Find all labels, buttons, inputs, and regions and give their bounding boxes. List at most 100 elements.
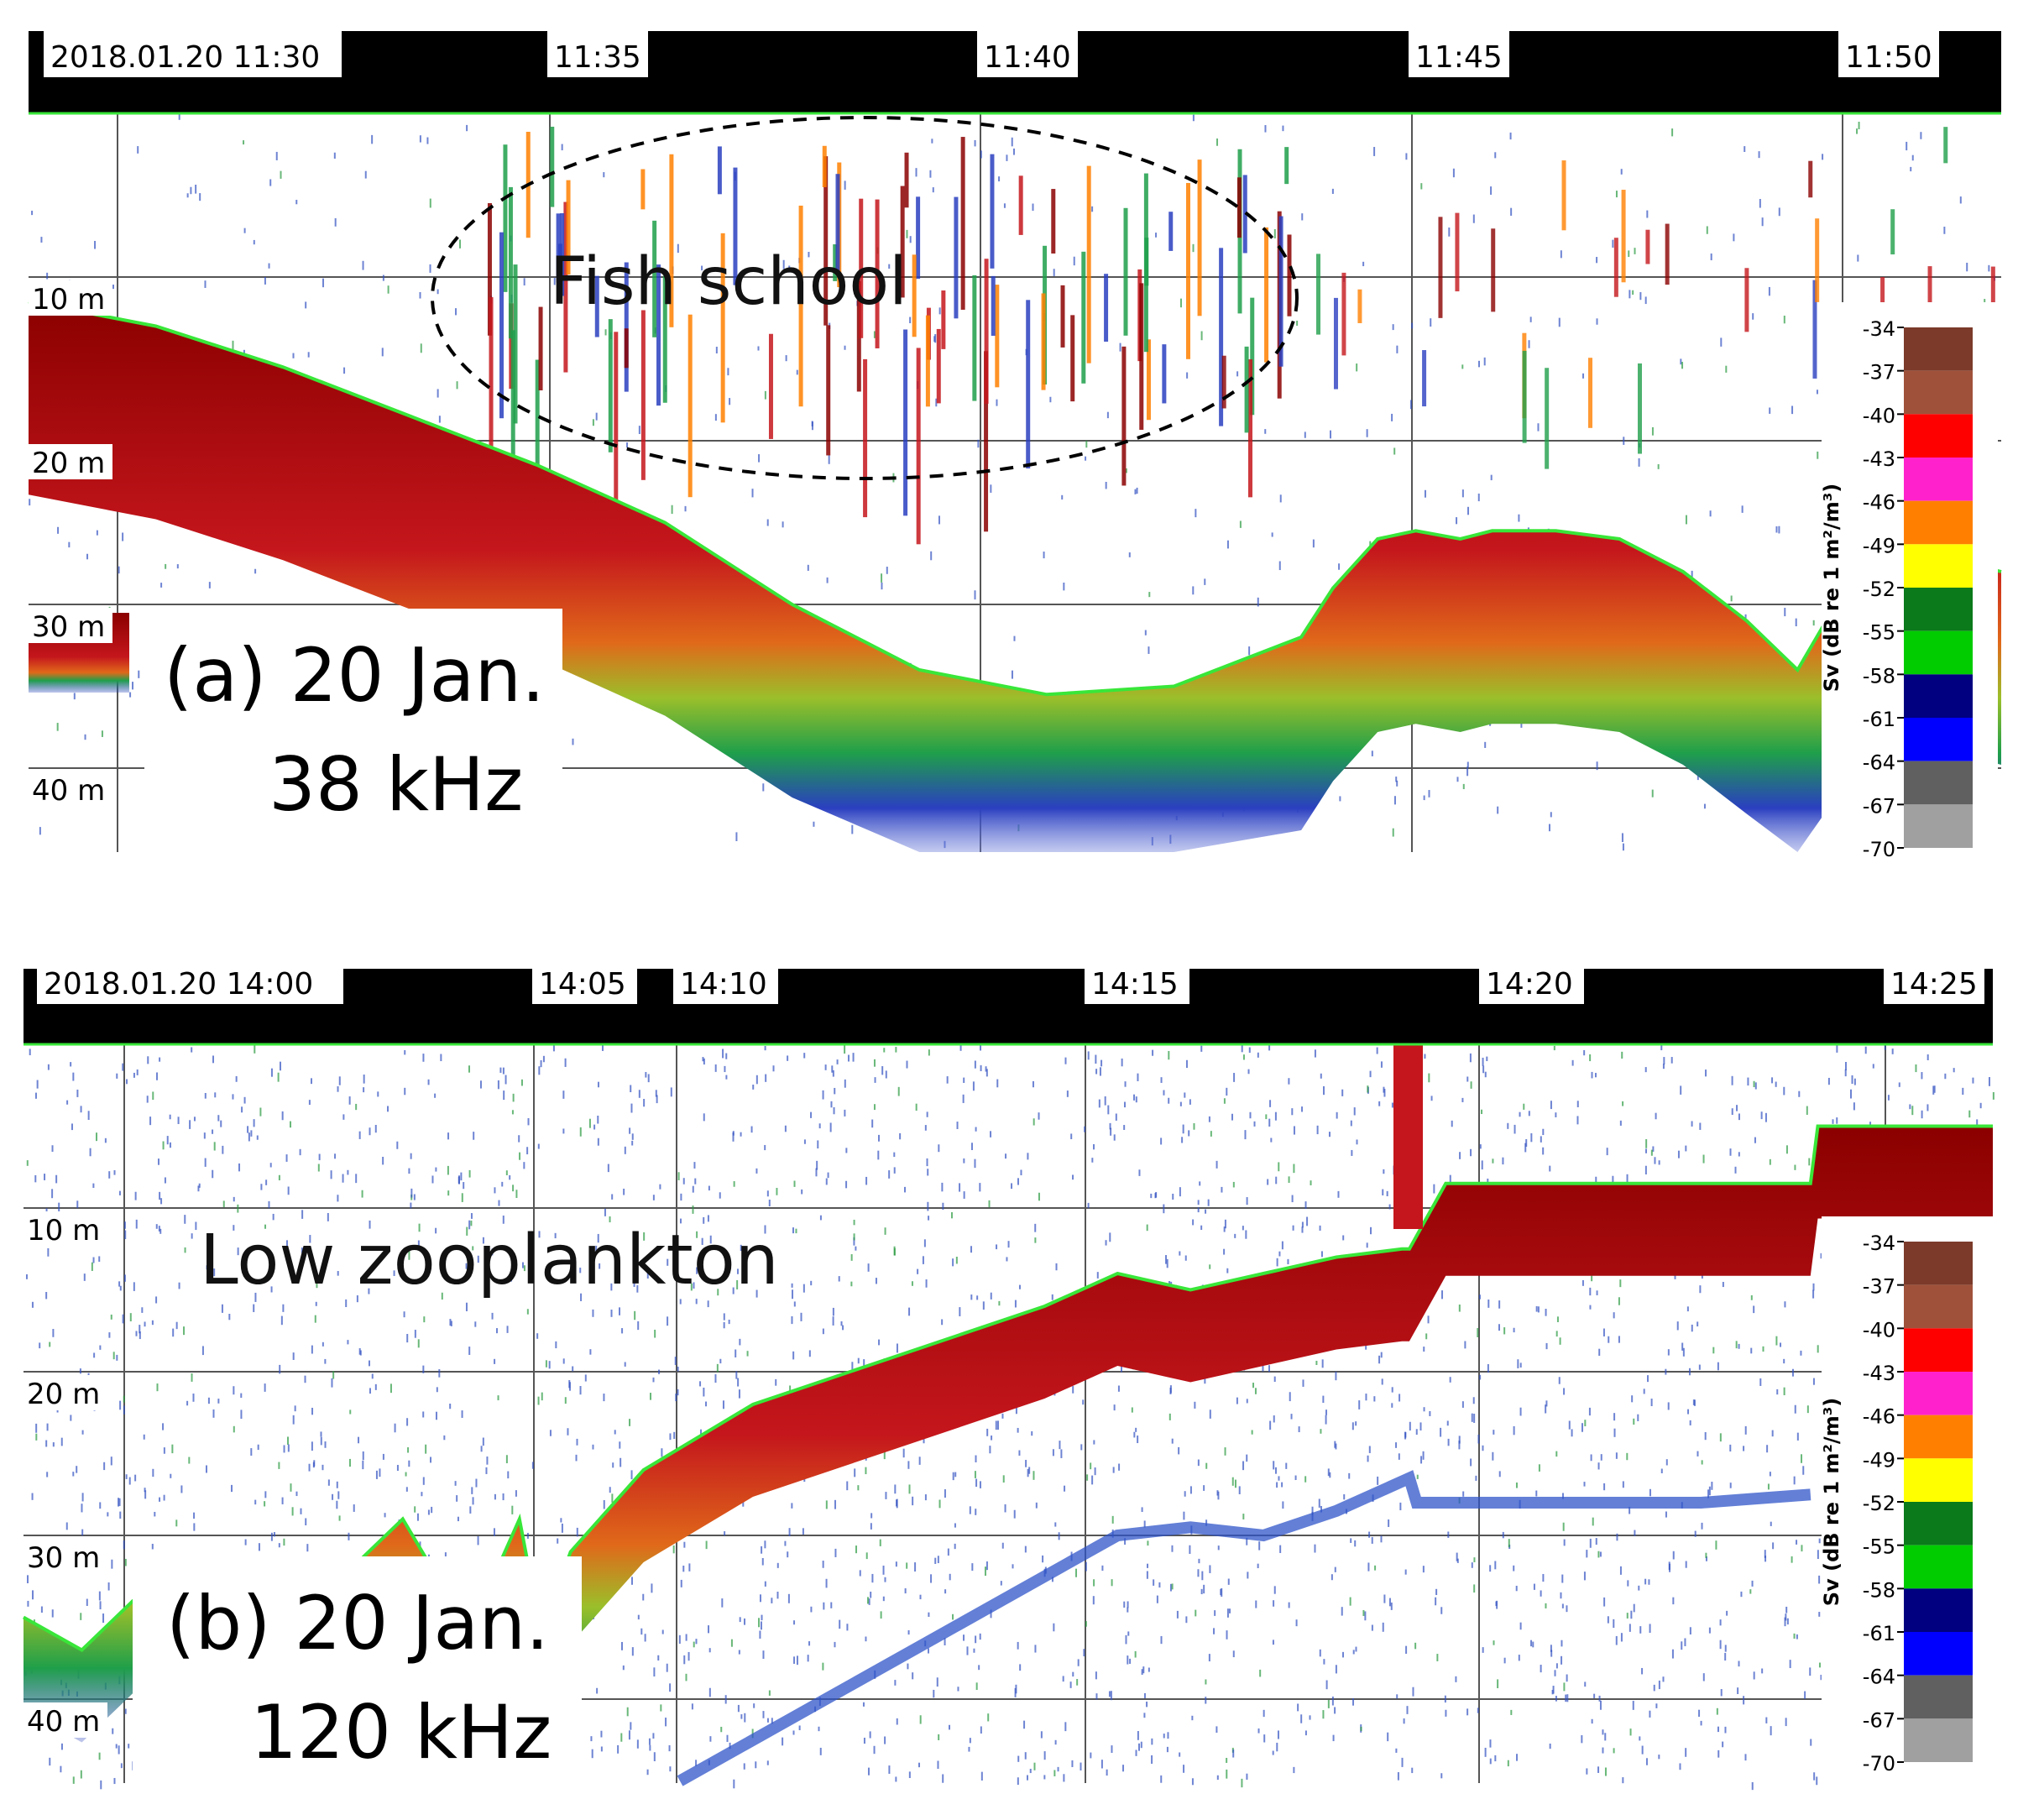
fish-echo-streak — [835, 174, 840, 275]
noise-speckle — [944, 1489, 946, 1498]
noise-speckle — [1197, 1459, 1200, 1467]
noise-speckle — [1576, 1116, 1579, 1125]
noise-speckle — [1137, 1436, 1139, 1444]
noise-speckle — [1804, 1691, 1806, 1699]
noise-speckle — [1658, 1755, 1660, 1760]
noise-speckle — [159, 1057, 161, 1062]
noise-speckle — [822, 1328, 824, 1335]
fish-echo-streak — [499, 232, 504, 419]
noise-speckle — [1140, 1741, 1142, 1749]
noise-speckle — [299, 1148, 301, 1156]
noise-speckle — [554, 1232, 557, 1239]
fish-echo-streak — [652, 220, 657, 337]
noise-speckle — [1323, 1659, 1325, 1665]
noise-speckle — [417, 1339, 420, 1348]
noise-speckle — [1600, 1454, 1602, 1461]
noise-speckle — [695, 1639, 698, 1645]
noise-speckle — [1583, 1572, 1586, 1581]
noise-speckle — [847, 1054, 850, 1062]
noise-speckle — [1273, 1586, 1276, 1594]
noise-speckle — [648, 1738, 651, 1745]
noise-speckle — [597, 1115, 599, 1124]
noise-speckle — [696, 1231, 698, 1238]
noise-speckle — [1273, 1415, 1275, 1423]
noise-speckle — [976, 1295, 979, 1300]
noise-speckle — [1528, 340, 1530, 348]
noise-speckle — [318, 1153, 321, 1161]
noise-speckle — [1392, 324, 1394, 331]
noise-speckle — [834, 1548, 837, 1557]
noise-speckle — [1002, 1475, 1005, 1483]
noise-speckle — [265, 1179, 268, 1185]
noise-speckle — [1906, 141, 1908, 151]
noise-speckle — [645, 1071, 647, 1078]
noise-speckle — [1519, 1111, 1521, 1117]
noise-speckle — [1761, 217, 1764, 227]
noise-speckle — [703, 1058, 705, 1065]
noise-speckle — [1241, 1045, 1243, 1053]
noise-speckle — [1596, 257, 1598, 264]
noise-speckle — [989, 1446, 991, 1454]
fish-echo-streak — [900, 186, 905, 298]
noise-speckle — [962, 1094, 965, 1103]
noise-speckle — [1043, 1775, 1046, 1780]
fish-echo-streak — [513, 264, 518, 424]
fish-echo-streak — [503, 144, 508, 292]
noise-speckle — [733, 1181, 735, 1187]
noise-speckle — [1393, 796, 1396, 805]
noise-speckle — [1213, 1628, 1216, 1634]
noise-speckle — [405, 1487, 408, 1492]
noise-speckle — [1523, 1103, 1525, 1110]
noise-speckle — [1207, 1199, 1210, 1206]
time-label-box — [1838, 31, 1939, 77]
noise-speckle — [808, 252, 810, 258]
noise-speckle — [1655, 1112, 1657, 1120]
noise-speckle — [944, 1589, 947, 1594]
noise-speckle — [1191, 1715, 1194, 1721]
noise-speckle — [1555, 1663, 1558, 1669]
noise-speckle — [96, 530, 98, 536]
noise-speckle — [683, 1655, 686, 1665]
noise-speckle — [440, 1054, 442, 1062]
noise-speckle — [1034, 1223, 1037, 1232]
noise-speckle — [1566, 1674, 1568, 1682]
noise-speckle — [1651, 789, 1654, 798]
noise-speckle — [241, 1106, 243, 1113]
noise-speckle — [764, 1045, 766, 1051]
noise-speckle — [1770, 1726, 1772, 1736]
noise-speckle — [592, 1444, 594, 1450]
noise-speckle — [170, 1473, 172, 1478]
noise-speckle — [1887, 1095, 1890, 1101]
noise-speckle — [1498, 1300, 1501, 1309]
noise-speckle — [1397, 1772, 1399, 1781]
fish-echo-streak — [1247, 359, 1252, 498]
noise-speckle — [1467, 506, 1470, 515]
noise-speckle — [310, 1078, 312, 1085]
noise-speckle — [333, 152, 336, 159]
noise-speckle — [457, 1516, 459, 1522]
noise-speckle — [111, 1559, 113, 1569]
noise-speckle — [1246, 1773, 1248, 1780]
fish-echo-streak — [984, 351, 989, 532]
noise-speckle — [423, 1316, 426, 1323]
noise-speckle — [1764, 1112, 1767, 1122]
noise-speckle — [1388, 1598, 1391, 1607]
noise-speckle — [1051, 1577, 1053, 1582]
noise-speckle — [1466, 761, 1469, 768]
time-label: 14:05 — [539, 967, 626, 1002]
noise-speckle — [1550, 812, 1552, 818]
noise-speckle — [212, 1409, 215, 1418]
noise-speckle — [1321, 1359, 1324, 1368]
noise-speckle — [1639, 1736, 1641, 1741]
fish-echo-streak — [1561, 160, 1566, 231]
noise-speckle — [1117, 1385, 1120, 1392]
noise-speckle — [1858, 121, 1860, 130]
noise-speckle — [1693, 1399, 1696, 1406]
noise-speckle — [1484, 1071, 1487, 1078]
noise-speckle — [1098, 1099, 1100, 1108]
noise-speckle — [1183, 1765, 1185, 1773]
noise-speckle — [980, 1771, 983, 1781]
noise-speckle — [996, 399, 998, 406]
noise-speckle — [1027, 1153, 1029, 1160]
fish-echo-streak — [1613, 238, 1618, 297]
